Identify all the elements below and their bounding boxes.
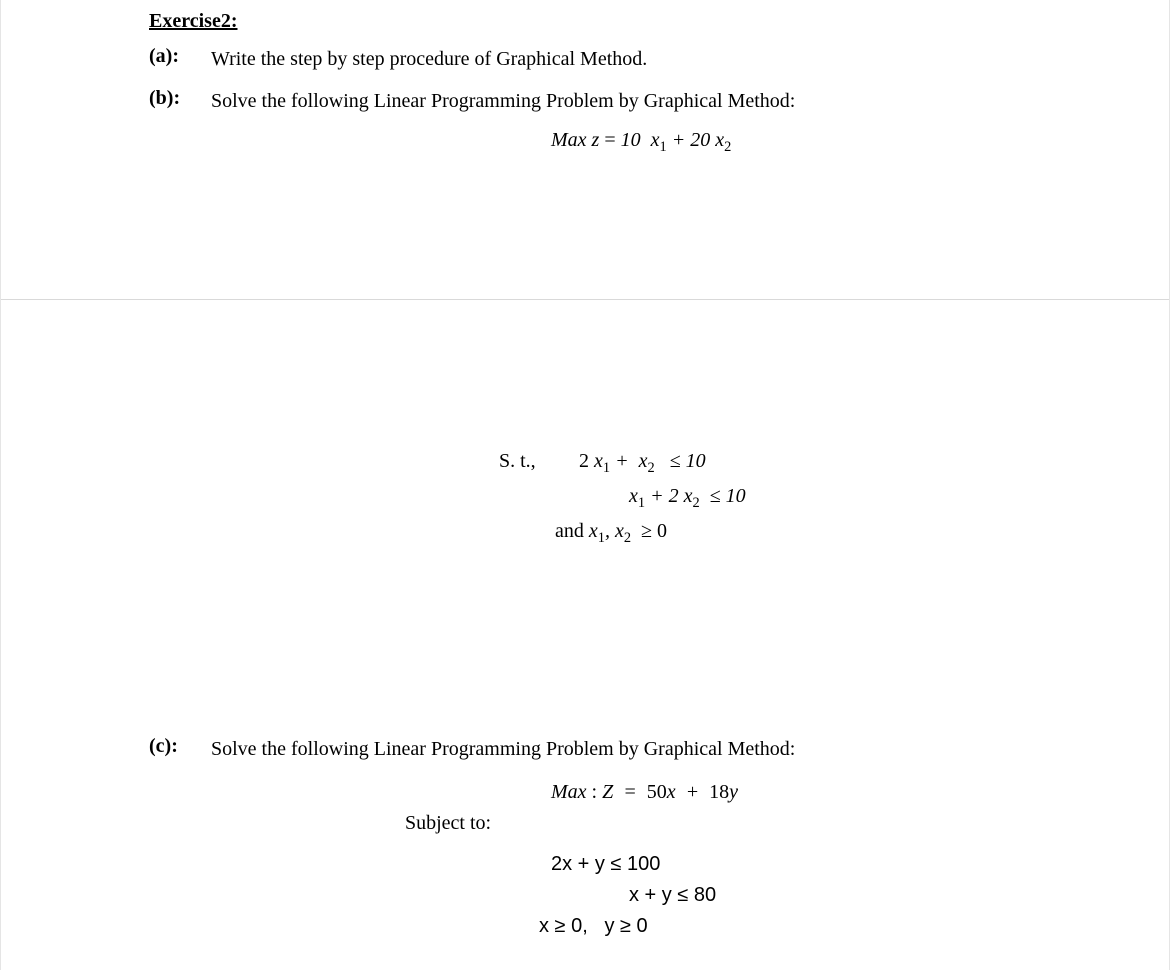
part-b-constraint-2: x1 + 2 x2 ≤ 10 — [149, 485, 1169, 512]
part-c-objective: Max : Z = 50x + 18y — [149, 781, 1169, 804]
part-b: (b): Solve the following Linear Programm… — [149, 87, 1169, 115]
part-a-label: (a): — [149, 45, 211, 73]
part-c-text: Solve the following Linear Programming P… — [211, 735, 795, 763]
page-section-top: Exercise2: (a): Write the step by step p… — [1, 0, 1169, 300]
exercise-title: Exercise2: — [149, 10, 1169, 33]
document-page: Exercise2: (a): Write the step by step p… — [0, 0, 1170, 970]
part-b-nonneg: and x1, x2 ≥ 0 — [149, 520, 1169, 547]
spacer — [149, 310, 1169, 450]
part-c-constraint-2: x + y ≤ 80 — [149, 884, 1169, 907]
spacer-2 — [149, 555, 1169, 735]
part-b-st-row: S. t., 2 x1 + x2 ≤ 10 — [149, 450, 1169, 477]
part-b-text: Solve the following Linear Programming P… — [211, 87, 795, 115]
part-c-nonneg: x ≥ 0, y ≥ 0 — [149, 915, 1169, 938]
part-c-subject-label: Subject to: — [149, 812, 1169, 835]
page-section-bottom: S. t., 2 x1 + x2 ≤ 10 x1 + 2 x2 ≤ 10 and… — [1, 300, 1169, 938]
part-a: (a): Write the step by step procedure of… — [149, 45, 1169, 73]
part-a-text: Write the step by step procedure of Grap… — [211, 45, 647, 73]
part-c-label: (c): — [149, 735, 211, 763]
part-c: (c): Solve the following Linear Programm… — [149, 735, 1169, 763]
part-b-constraint-1: 2 x1 + x2 ≤ 10 — [579, 450, 706, 477]
part-b-st-label: S. t., — [149, 450, 579, 477]
part-b-objective: Max z = 10 x1 + 20 x2 — [149, 129, 1169, 156]
part-c-constraint-1: 2x + y ≤ 100 — [149, 853, 1169, 876]
part-b-label: (b): — [149, 87, 211, 115]
